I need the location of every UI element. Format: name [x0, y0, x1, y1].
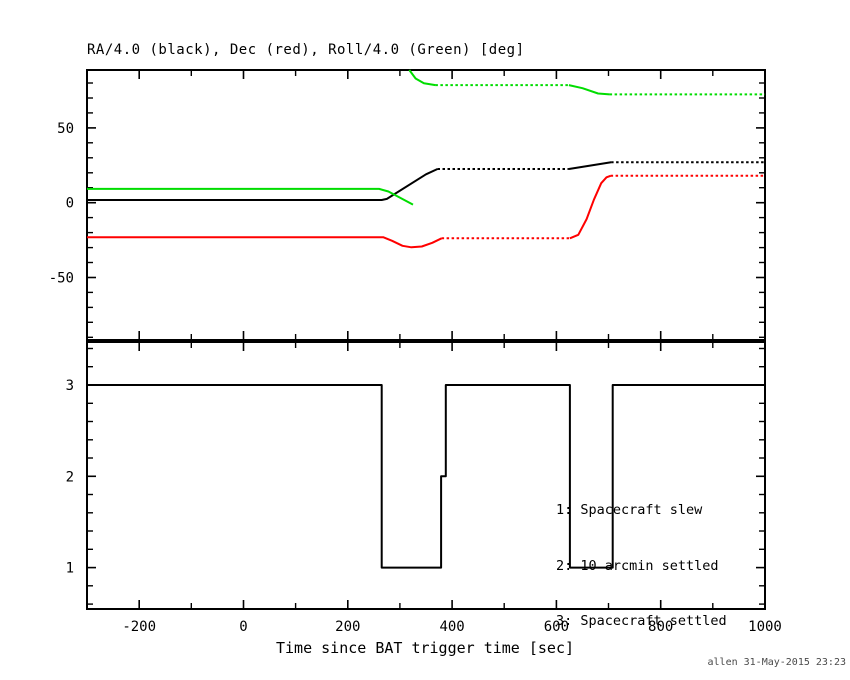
series-ra-4-0 [87, 168, 438, 201]
y-tick-label: 0 [66, 196, 74, 212]
series-roll-4-0 [408, 69, 436, 87]
x-tick-label: 800 [648, 619, 673, 635]
y-tick-label: -50 [49, 271, 74, 287]
settle-status-panel-frame [86, 341, 766, 610]
x-axis-label: Time since BAT trigger time [sec] [275, 639, 574, 657]
timestamp-watermark: allen 31-May-2015 23:23 [707, 657, 846, 668]
x-tick-label: 400 [439, 619, 464, 635]
series-dec [569, 174, 611, 240]
y-tick-label: 3 [66, 378, 74, 394]
y-tick-label: 50 [57, 121, 74, 137]
attitude-panel-frame [86, 69, 766, 341]
y-tick-label: 2 [66, 469, 74, 485]
series-ra-4-0 [568, 161, 612, 170]
legend: 1: Spacecraft slew 2: 10 arcmin settled … [556, 464, 727, 668]
series-roll-4-0 [568, 84, 610, 96]
x-tick-label: 1000 [748, 619, 782, 635]
x-tick-label: -200 [122, 619, 156, 635]
series-dec [87, 236, 443, 249]
x-tick-label: 200 [335, 619, 360, 635]
series-roll-4-0 [87, 187, 414, 206]
legend-line-settled: 3: Spacecraft settled [556, 613, 727, 629]
series-settle-flag [87, 384, 765, 569]
legend-line-arcmin: 2: 10 arcmin settled [556, 557, 719, 574]
plot-title: RA/4.0 (black), Dec (red), Roll/4.0 (Gre… [87, 42, 525, 58]
y-tick-label: 1 [66, 561, 74, 577]
x-tick-label: 0 [239, 619, 247, 635]
x-tick-label: 600 [544, 619, 569, 635]
legend-line-slew: 1: Spacecraft slew [556, 502, 703, 518]
